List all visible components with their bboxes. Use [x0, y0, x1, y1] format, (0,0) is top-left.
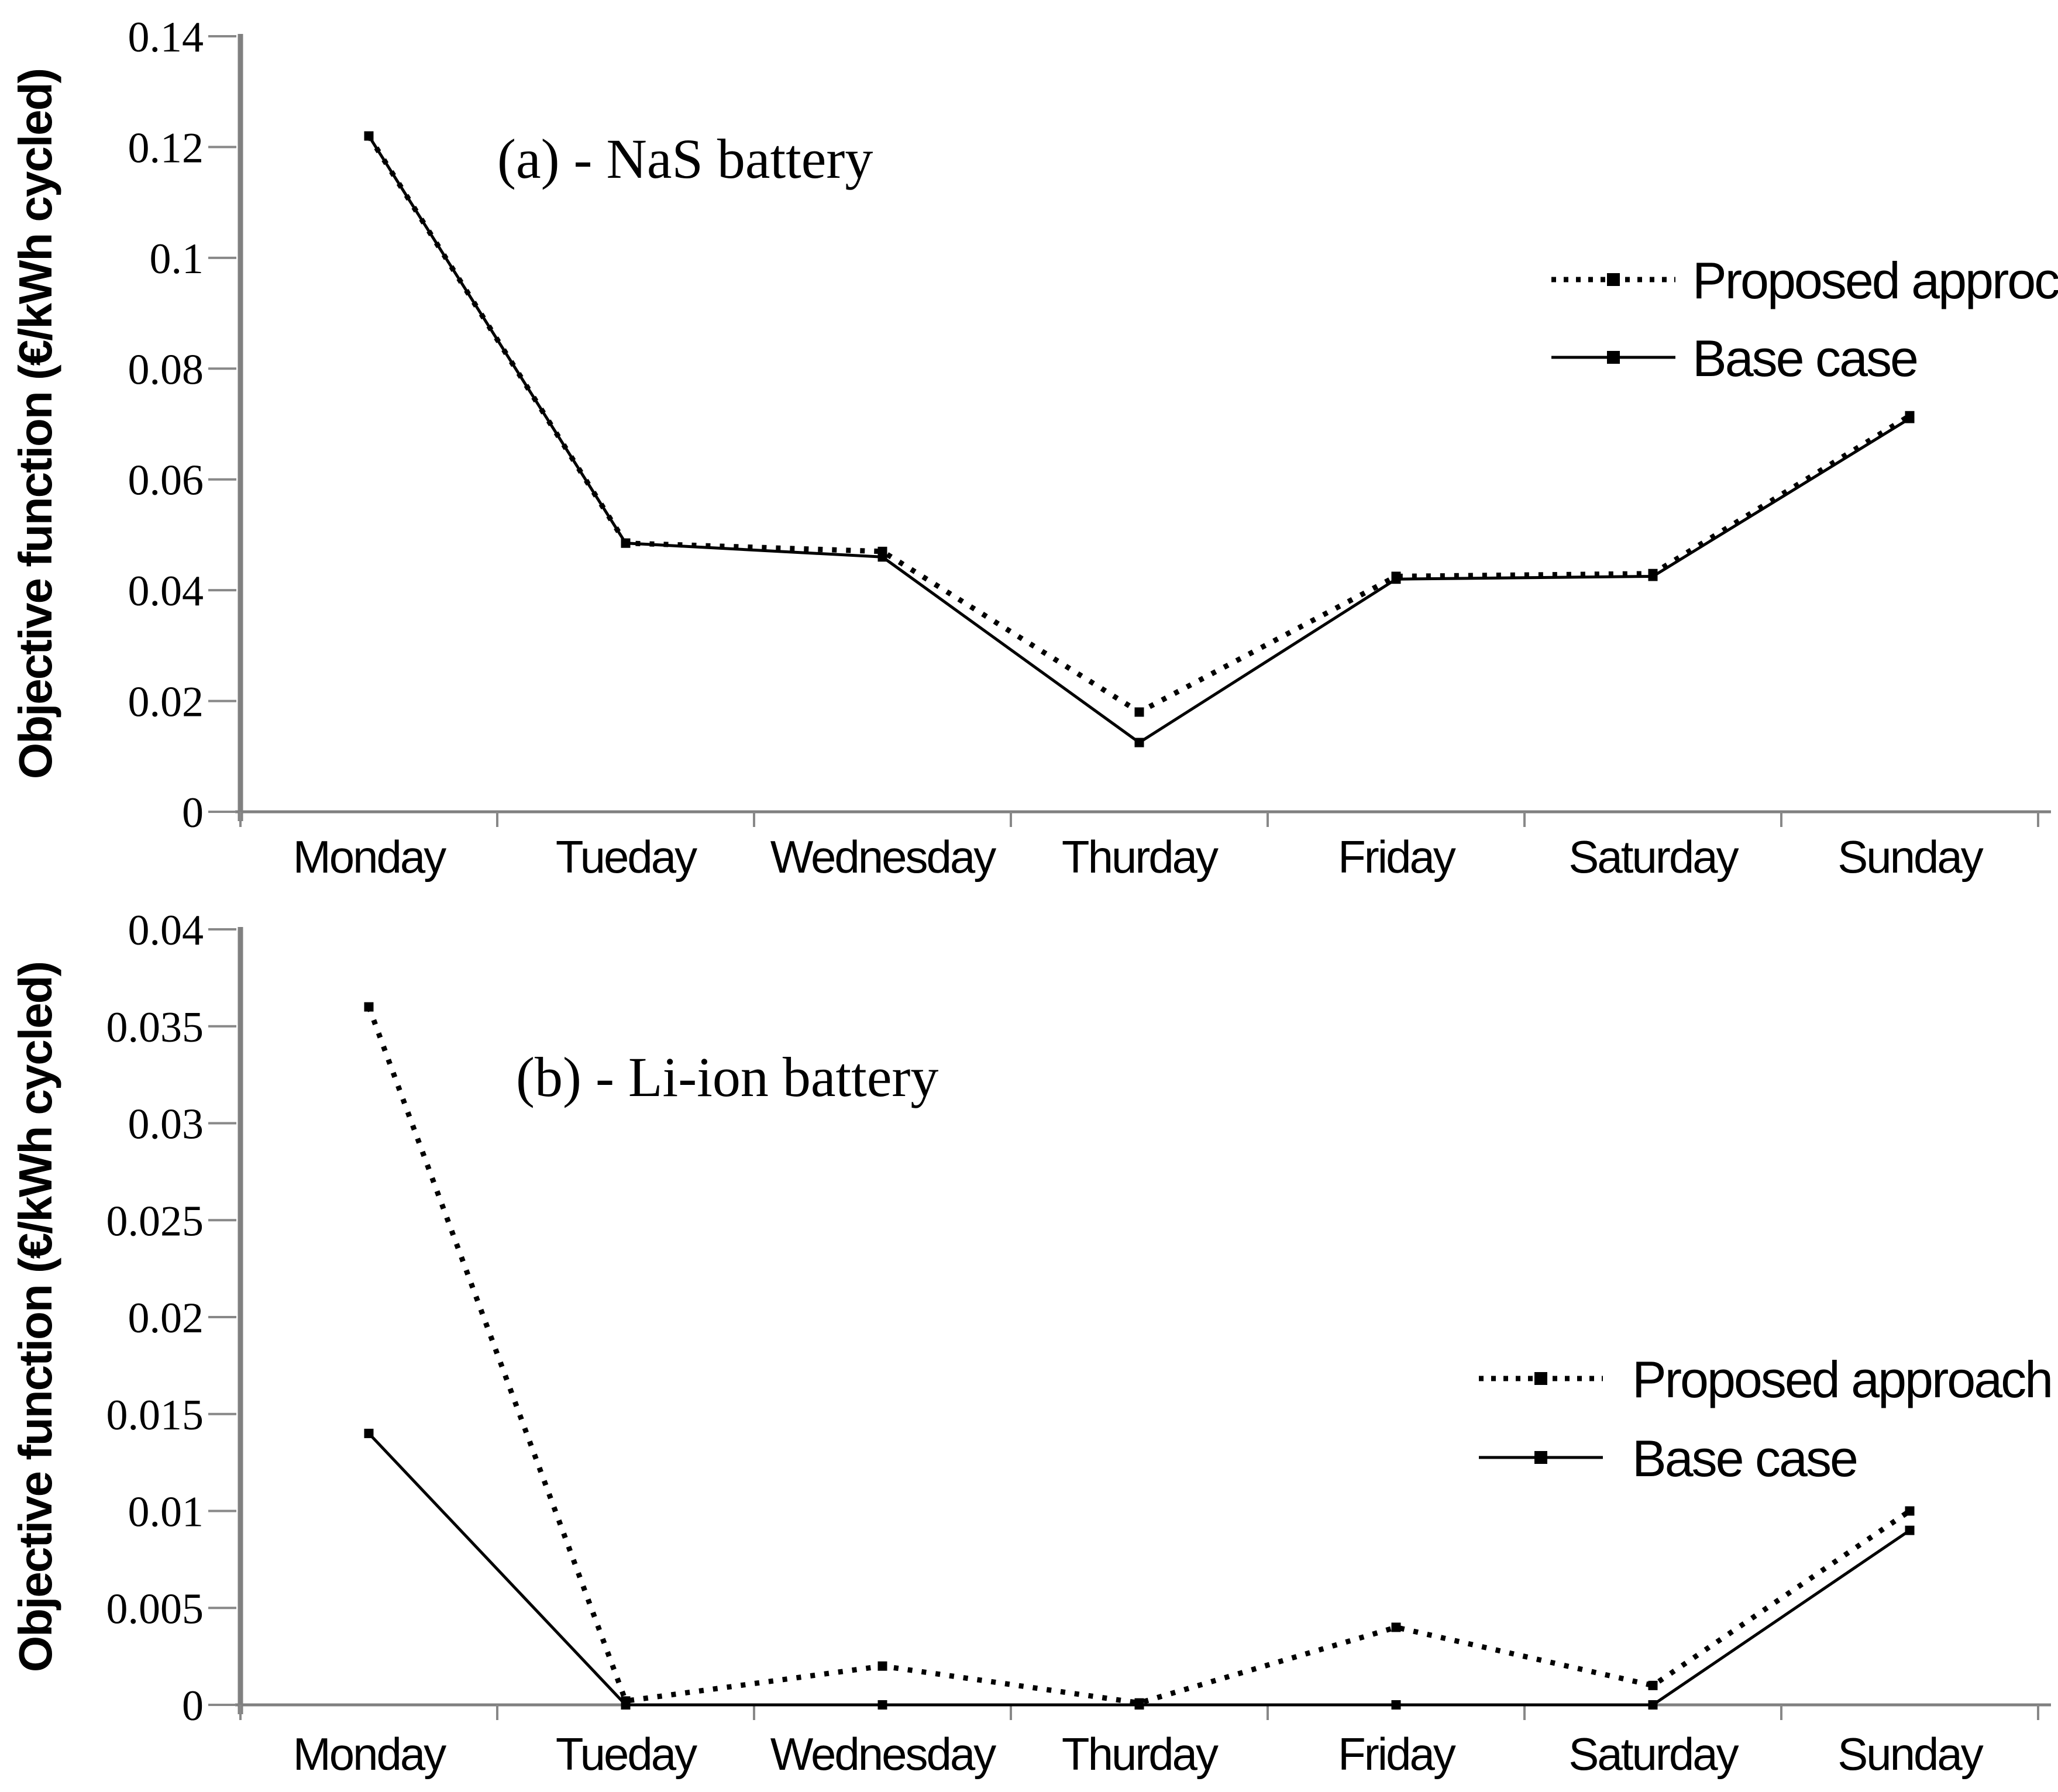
x-axis-label-saturday: Saturday [1568, 1728, 1739, 1780]
x-axis-label-saturday: Saturday [1568, 831, 1739, 883]
x-axis-label-friday: Friday [1338, 831, 1456, 883]
x-axis-label-wednesday: Wednesday [770, 1728, 996, 1780]
data-point-marker [877, 546, 887, 556]
y-tick-label: 0 [182, 789, 204, 837]
y-tick-label: 0.04 [128, 907, 204, 954]
y-axis-title: Objective function (€/kWh cycled) [9, 69, 61, 779]
data-point-marker [1134, 738, 1144, 747]
chart-panel-a: 0.14 0.12 0.1 0.08 0.06 0.04 0.02 0 Monday Tueday… [9, 13, 2058, 883]
y-tick-label: 0 [182, 1682, 204, 1730]
x-axis-label-monday: Monday [293, 1728, 446, 1780]
chart-annotation-a: (a) - NaS battery [497, 127, 873, 190]
legend-label: Base case [1692, 329, 1917, 387]
data-point-marker [621, 538, 631, 548]
x-axis-label-wednesday: Wednesday [770, 831, 996, 883]
data-point-marker [877, 1661, 887, 1671]
data-point-marker [1905, 1506, 1915, 1516]
x-axis-label-tueday: Tueday [556, 831, 697, 883]
y-tick-label: 0.14 [128, 13, 204, 61]
y-axis-title: Objective function (€/kWh cycled) [9, 962, 61, 1672]
x-axis-label-sunday: Sunday [1837, 1728, 1984, 1780]
legend-label: Proposed approach [1632, 1350, 2052, 1408]
legend-marker [1534, 1451, 1547, 1464]
y-tick-label: 0.03 [128, 1101, 204, 1149]
data-point-marker [1905, 411, 1915, 421]
data-point-marker [1134, 707, 1144, 717]
data-point-marker [621, 1696, 631, 1706]
y-tick-label: 0.06 [128, 457, 204, 505]
data-point-marker [1134, 1698, 1144, 1708]
x-axis-label-thurday: Thurday [1062, 831, 1219, 883]
y-tick-label: 0.08 [128, 346, 204, 394]
data-point-marker [1648, 1700, 1658, 1710]
series-line-base-case [367, 135, 1911, 745]
y-tick-label: 0.015 [106, 1391, 204, 1439]
y-tick-label: 0.01 [128, 1488, 204, 1536]
data-point-marker [364, 1428, 374, 1438]
data-point-marker [1391, 1622, 1401, 1632]
data-point-marker [1391, 571, 1401, 581]
data-point-marker [1905, 1525, 1915, 1535]
x-axis-label-sunday: Sunday [1837, 831, 1984, 883]
x-axis-label-friday: Friday [1338, 1728, 1456, 1780]
data-point-marker [364, 1002, 374, 1012]
series-line-proposed-approch [366, 135, 1911, 715]
data-point-marker [1648, 1680, 1658, 1690]
y-tick-label: 0.025 [106, 1197, 204, 1245]
chart-panel-b: 0.04 0.035 0.03 0.025 0.02 0.015 0.01 0.005 0 Mon… [9, 907, 2053, 1780]
data-point-marker [877, 1700, 887, 1710]
y-tick-label: 0.02 [128, 1294, 204, 1342]
y-tick-label: 0.035 [106, 1004, 204, 1052]
data-point-marker [364, 131, 374, 141]
legend-label: Base case [1632, 1429, 1857, 1487]
x-axis-label-tueday: Tueday [556, 1728, 697, 1780]
y-tick-label: 0.12 [128, 124, 204, 172]
y-tick-label: 0.04 [128, 567, 204, 615]
chart-annotation-b: (b) - Li-ion battery [516, 1046, 938, 1108]
legend-marker [1607, 351, 1620, 364]
x-axis-label-thurday: Thurday [1062, 1728, 1219, 1780]
x-axis-label-monday: Monday [293, 831, 446, 883]
legend-marker [1534, 1372, 1547, 1385]
y-tick-label: 0.005 [106, 1585, 204, 1633]
legend-label: Proposed approch [1692, 251, 2058, 309]
y-tick-label: 0.1 [150, 235, 204, 283]
y-tick-label: 0.02 [128, 678, 204, 726]
legend-marker [1607, 273, 1620, 286]
data-point-marker [1648, 568, 1658, 578]
data-point-marker [1391, 1700, 1401, 1710]
